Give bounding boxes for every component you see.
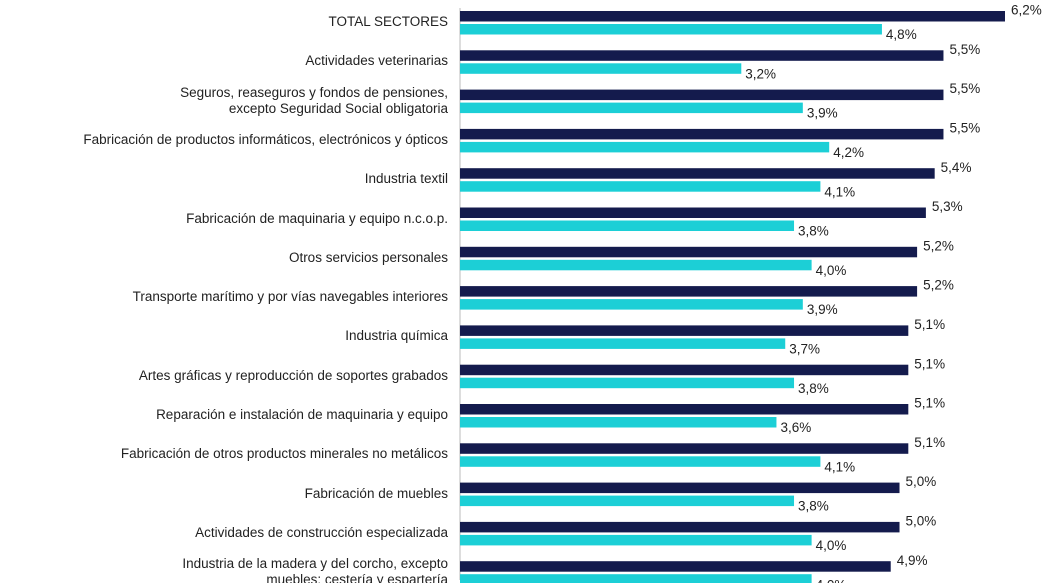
bar: [460, 456, 821, 467]
value-label: 5,1%: [914, 435, 945, 450]
value-label: 4,0%: [816, 577, 847, 583]
category-label: Reparación e instalación de maquinaria y…: [156, 407, 448, 422]
category-label: Industria química: [345, 328, 448, 344]
value-label: 4,2%: [833, 145, 864, 160]
bar: [460, 364, 909, 376]
bar: [460, 561, 891, 572]
value-label: 6,2%: [1011, 3, 1042, 18]
value-label: 4,8%: [886, 27, 917, 42]
value-label: 5,5%: [949, 42, 980, 57]
bar: [460, 24, 882, 35]
value-label: 5,4%: [941, 160, 972, 175]
value-label: 5,5%: [949, 120, 980, 135]
value-label: 5,1%: [914, 356, 945, 371]
bar: [460, 404, 909, 415]
bar: [460, 220, 795, 231]
value-label: 3,8%: [798, 499, 829, 514]
bar: [460, 417, 777, 428]
category-label: Otros servicios personales: [288, 249, 448, 265]
category-label: Actividades veterinarias: [305, 53, 448, 69]
category-label: Industria de la madera y del corcho, exc…: [182, 556, 448, 583]
value-label: 3,7%: [789, 341, 820, 356]
category-label: Fabricación de muebles: [304, 485, 448, 501]
bar: [460, 286, 918, 297]
category-label: Seguros, reaseguros y fondos de pensione…: [180, 84, 448, 116]
value-label: 5,2%: [923, 238, 954, 253]
value-label: 3,9%: [807, 106, 838, 121]
bar: [460, 102, 803, 114]
bar: [460, 534, 812, 546]
value-label: 5,1%: [914, 396, 945, 411]
bar: [460, 482, 900, 494]
bar: [460, 168, 935, 179]
value-label: 5,3%: [932, 199, 963, 214]
bar: [460, 574, 812, 583]
value-label: 5,2%: [923, 278, 954, 293]
bar: [460, 521, 900, 533]
value-label: 5,1%: [914, 317, 945, 332]
bar: [460, 181, 821, 192]
bar: [460, 246, 918, 258]
value-label: 3,9%: [807, 302, 838, 317]
bar: [460, 89, 944, 101]
bar: [460, 11, 1005, 22]
bar: [460, 495, 795, 507]
category-label: Industria textil: [364, 171, 448, 187]
bar: [460, 443, 909, 454]
value-label: 3,8%: [798, 381, 829, 396]
category-label: Fabricación de maquinaria y equipo n.c.o…: [186, 210, 448, 226]
category-label: Transporte marítimo y por vías navegable…: [132, 289, 448, 305]
category-label: Artes gráficas y reproducción de soporte…: [138, 367, 448, 383]
category-label: Fabricación de productos informáticos, e…: [83, 131, 448, 147]
category-label: Fabricación de otros productos minerales…: [120, 446, 448, 462]
value-label: 3,6%: [780, 420, 811, 435]
bar: [460, 299, 803, 310]
bar: [460, 325, 909, 336]
category-label: Actividades de construcción especializad…: [195, 524, 448, 540]
value-label: 5,0%: [906, 513, 937, 528]
value-label: 4,9%: [897, 553, 928, 568]
bar: [460, 207, 926, 218]
value-label: 5,0%: [906, 474, 937, 489]
bar: [460, 63, 742, 74]
value-label: 3,8%: [798, 224, 829, 239]
bar: [460, 259, 812, 271]
value-label: 4,0%: [816, 538, 847, 553]
value-label: 4,0%: [816, 263, 847, 278]
category-label: TOTAL SECTORES: [328, 14, 448, 29]
bar: [460, 141, 830, 153]
bar: [460, 377, 795, 389]
value-label: 4,1%: [824, 459, 855, 474]
bar: [460, 50, 944, 61]
value-label: 4,1%: [824, 184, 855, 199]
bar: [460, 338, 786, 349]
value-label: 3,2%: [745, 66, 776, 81]
bar: [460, 128, 944, 140]
value-label: 5,5%: [949, 81, 980, 96]
